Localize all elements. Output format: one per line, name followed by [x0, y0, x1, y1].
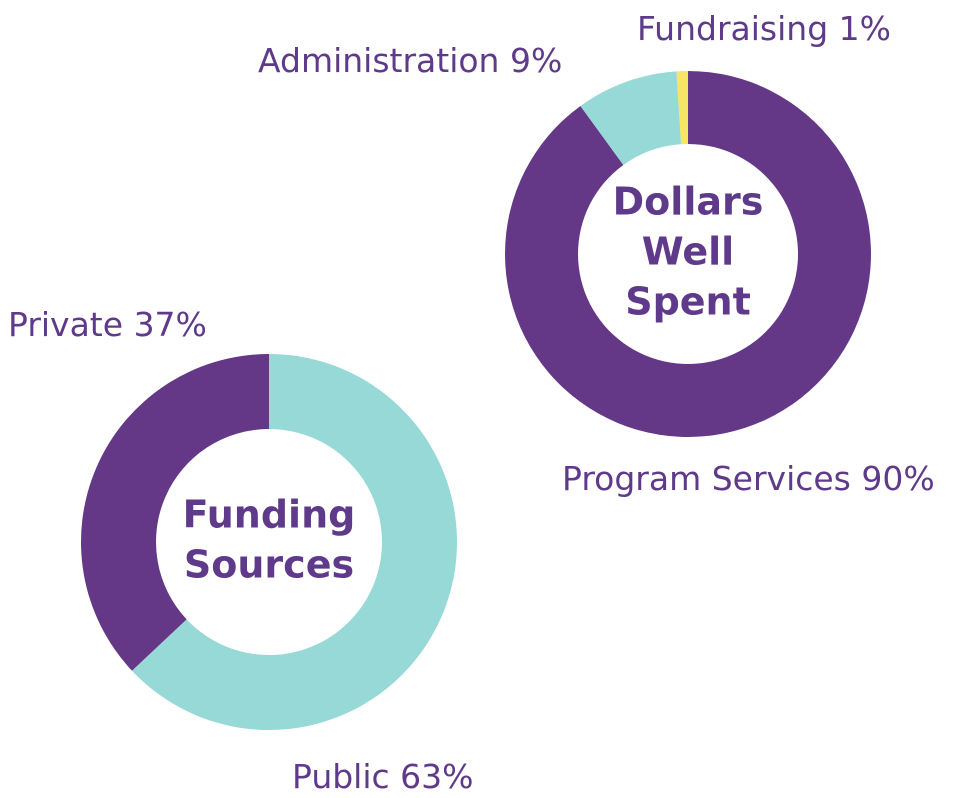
center-title: Spent [625, 280, 751, 324]
value-label: 63% [400, 757, 473, 796]
category-name: Fundraising [637, 9, 828, 48]
category-name: Private [8, 305, 123, 344]
donut-segment [580, 71, 682, 166]
value-label: 1% [839, 9, 891, 48]
center-title: Well [642, 230, 734, 274]
donut-chart: Program Services 90% Administration 9% Fun… [258, 9, 935, 498]
segment-label: Administration 9% [258, 41, 562, 80]
value-label: 37% [134, 305, 207, 344]
category-name: Administration [258, 41, 499, 80]
center-title: Sources [184, 543, 354, 587]
category-name: Public [292, 757, 390, 796]
segment-label: Private 37% [8, 305, 207, 344]
donut-segment [505, 71, 871, 437]
value-label: 90% [861, 459, 934, 498]
center-title: Dollars [613, 180, 764, 224]
segment-label: Public 63% [292, 757, 474, 796]
center-title: Funding [183, 493, 356, 537]
value-label: 9% [510, 41, 562, 80]
donut-segment [131, 354, 457, 730]
donut-chart: Public 63% Private 37% Funding Sources [8, 305, 474, 796]
donut-segment [80, 353, 269, 671]
donut-segment [676, 71, 688, 145]
segment-label: Fundraising 1% [637, 9, 891, 48]
category-name: Program Services [562, 459, 851, 498]
segment-label: Program Services 90% [562, 459, 935, 498]
